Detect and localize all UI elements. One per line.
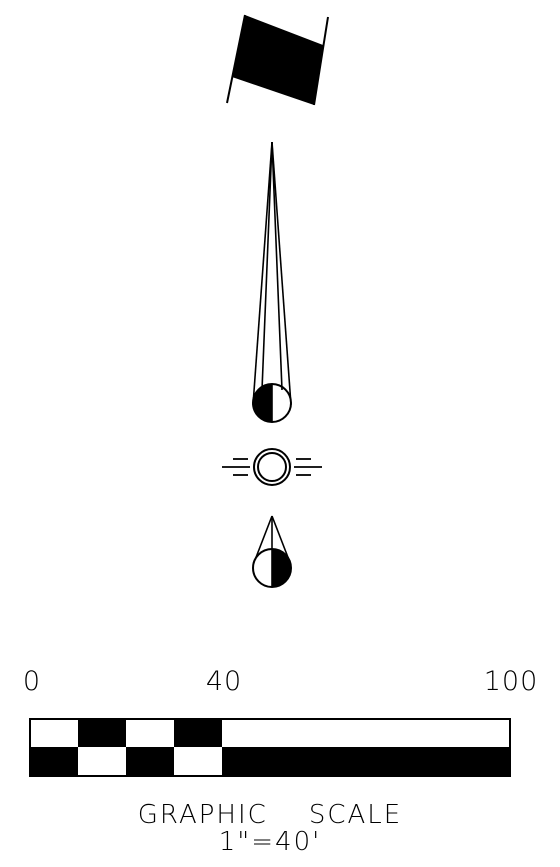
scale-ratio: 1"=40' (219, 827, 322, 857)
half-filled-circle-icon (252, 383, 292, 423)
scale-label-forty: 40 (206, 666, 242, 697)
center-circle-icon (222, 448, 322, 486)
north-arrow-needle (252, 141, 292, 423)
scale-bar (29, 718, 511, 777)
scale-caption: GRAPHIC SCALE (138, 800, 402, 830)
flag-icon (226, 14, 329, 106)
south-arrow-needle (252, 515, 292, 588)
scale-label-zero: 0 (23, 666, 41, 697)
scale-label-hundred: 100 (484, 666, 539, 697)
half-filled-circle-icon (252, 548, 292, 588)
